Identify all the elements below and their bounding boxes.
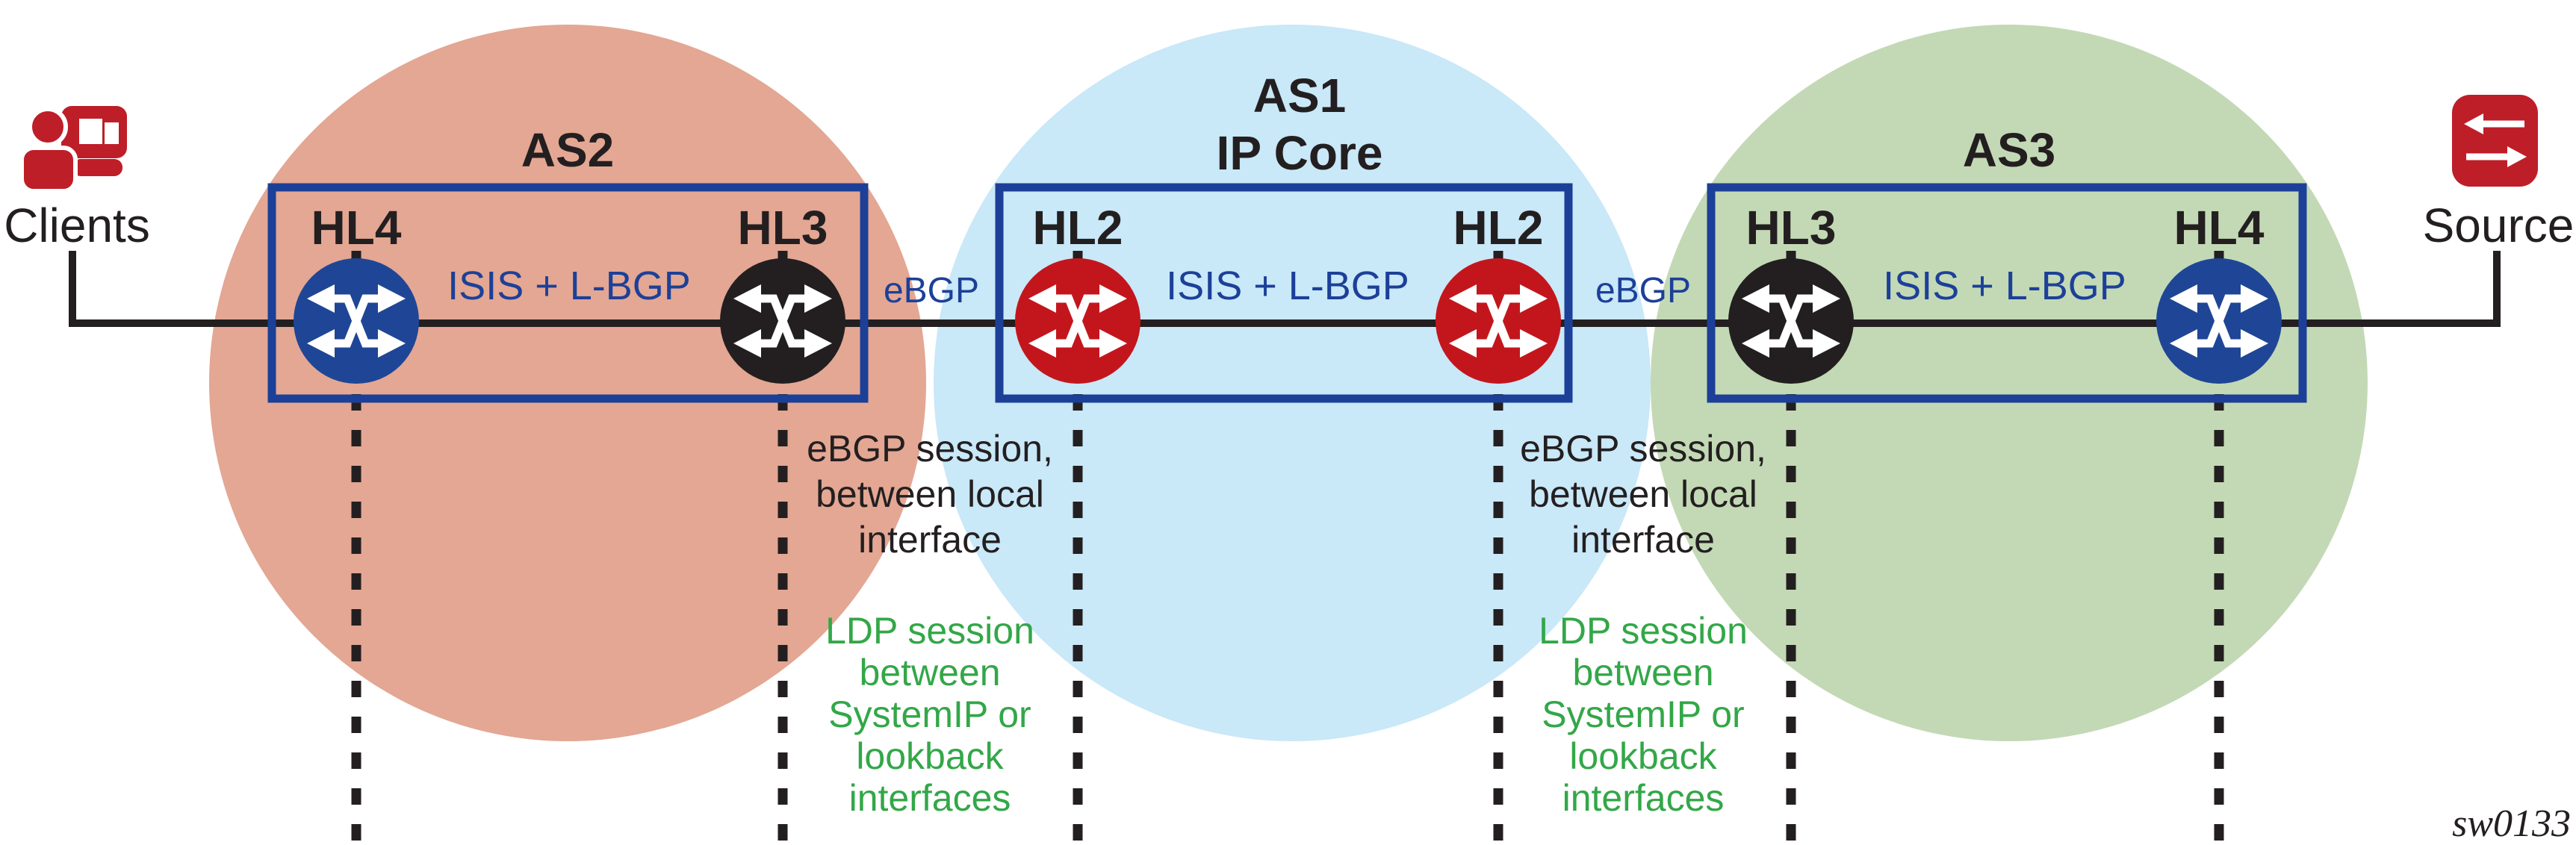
ldp-session-note-right: LDP session between SystemIP or lookback…: [1539, 610, 1748, 819]
note-line: LDP session: [825, 610, 1034, 652]
as2-title: AS2: [521, 123, 615, 177]
note-line: LDP session: [1539, 610, 1748, 652]
router-label-hl4-as3: HL4: [2174, 201, 2265, 255]
router-label-hl2-left-as1: HL2: [1033, 201, 1123, 255]
ldp-session-note-left: LDP session between SystemIP or lookback…: [825, 610, 1034, 819]
note-line: lookback: [1569, 735, 1717, 777]
router-node-hl2-left-as1: [1015, 258, 1140, 384]
router-label-hl2-right-as1: HL2: [1453, 201, 1544, 255]
note-line: SystemIP or: [828, 693, 1031, 735]
ebgp-label-left: eBGP: [884, 271, 979, 311]
as3-box: [1707, 183, 2307, 403]
as2-box: [267, 183, 869, 403]
note-line: between: [859, 652, 1000, 693]
source-icon: [2452, 95, 2538, 187]
isis-label-as2: ISIS + L-BGP: [447, 264, 691, 308]
note-line: interface: [1571, 519, 1715, 561]
clients-icon: [19, 106, 127, 193]
note-line: interfaces: [849, 777, 1011, 819]
main-link-line: [69, 251, 2501, 327]
router-label-hl4-as2: HL4: [311, 201, 402, 255]
router-node-hl3-as3: [1728, 258, 1854, 384]
clients-screen-shape: [79, 119, 102, 144]
as1-region-circle: [934, 25, 1651, 741]
note-line: eBGP session,: [807, 428, 1053, 470]
note-line: between: [1572, 652, 1713, 693]
source-arrow-left-head: [2464, 113, 2483, 134]
router-node-hl3-as2: [720, 258, 845, 384]
note-line: SystemIP or: [1542, 693, 1744, 735]
router-node-hl4-as2: [294, 258, 419, 384]
as1-box: [995, 183, 1573, 403]
isis-label-as3: ISIS + L-BGP: [1883, 264, 2126, 308]
clients-desk-shape: [72, 159, 122, 176]
isis-label-as1: ISIS + L-BGP: [1166, 264, 1409, 308]
source-arrow-right-head: [2507, 146, 2527, 167]
ebgp-label-right: eBGP: [1595, 271, 1691, 311]
as3-region-circle: [1651, 25, 2368, 741]
router-label-hl3-as2: HL3: [738, 201, 828, 255]
router-label-hl3-as3: HL3: [1746, 201, 1837, 255]
router-node-hl2-right-as1: [1436, 258, 1561, 384]
source-box-shape: [2452, 95, 2538, 187]
note-line: interface: [858, 519, 1002, 561]
source-label: Source: [2423, 199, 2575, 252]
note-line: between local: [1529, 473, 1757, 515]
ebgp-session-note-right: eBGP session, between local interface: [1520, 428, 1766, 561]
watermark: sw0133: [2452, 802, 2571, 845]
note-line: between local: [816, 473, 1044, 515]
clients-screen-shape: [105, 122, 119, 144]
ebgp-session-note-left: eBGP session, between local interface: [807, 428, 1053, 561]
note-line: eBGP session,: [1520, 428, 1766, 470]
as1-title: AS1: [1253, 69, 1347, 122]
note-line: lookback: [856, 735, 1004, 777]
as2-region-circle: [209, 25, 926, 741]
note-line: interfaces: [1562, 777, 1725, 819]
clients-person-body: [19, 146, 78, 193]
clients-person-head: [28, 107, 68, 147]
clients-label: Clients: [4, 199, 150, 252]
as1-subtitle: IP Core: [1217, 126, 1383, 180]
router-node-hl4-as3: [2156, 258, 2282, 384]
as3-title: AS3: [1963, 123, 2056, 177]
